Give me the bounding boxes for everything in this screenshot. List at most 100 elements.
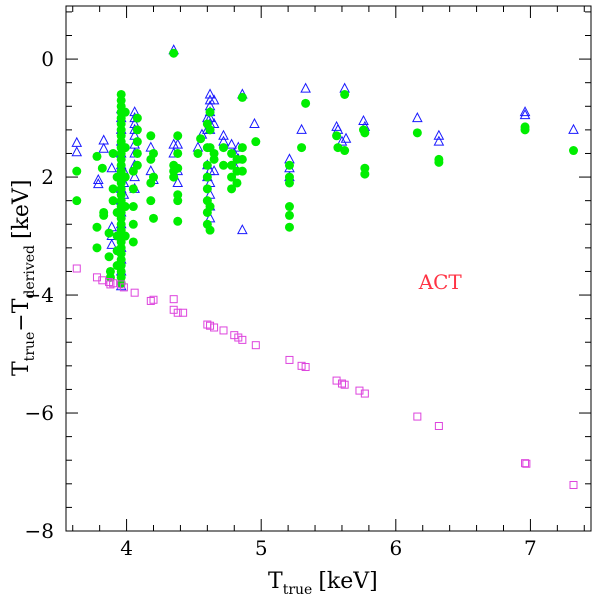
x-axis-title-unit: [keV] — [318, 569, 377, 594]
circle-point — [340, 146, 350, 156]
circle-point — [205, 125, 215, 135]
circle-point — [205, 225, 215, 235]
circle-point — [120, 231, 130, 241]
triangle-point — [226, 138, 237, 149]
square-point — [169, 305, 178, 314]
circle-point — [72, 166, 82, 176]
y-tick-label: −8 — [25, 519, 54, 543]
circle-point — [72, 196, 82, 206]
x-tick-label: 6 — [389, 536, 402, 560]
circle-point — [173, 163, 183, 173]
triangle-point — [412, 112, 423, 123]
triangle-point — [519, 109, 531, 120]
square-point — [413, 412, 422, 421]
triangle-point — [172, 176, 184, 187]
square-point — [522, 459, 531, 468]
y-axis-title-minus: − — [9, 313, 34, 331]
circle-point — [227, 184, 237, 194]
square-point — [360, 389, 369, 398]
y-axis-title-main1: T — [9, 361, 34, 376]
circle-point — [412, 128, 422, 138]
circle-point — [232, 178, 242, 188]
circle-point — [173, 131, 183, 141]
square-point — [146, 296, 155, 305]
circle-point — [108, 184, 118, 194]
circle-point — [219, 160, 228, 170]
square-point — [130, 288, 139, 297]
circle-point — [128, 184, 138, 194]
square-point — [238, 335, 247, 344]
x-axis-title-sub: true — [283, 582, 313, 595]
circle-point — [99, 210, 109, 220]
circle-point — [169, 48, 179, 58]
y-axis-ticks: 0 2 −4 −6 −8 — [25, 11, 591, 543]
square-point — [230, 331, 239, 340]
circle-point — [146, 196, 156, 206]
square-point — [434, 422, 443, 430]
square-point — [169, 295, 178, 304]
square-point — [179, 308, 188, 317]
circle-point — [196, 134, 206, 144]
circle-point — [173, 148, 183, 158]
circle-point — [301, 98, 311, 108]
circle-point — [202, 160, 212, 170]
square-point — [234, 333, 243, 342]
triangle-point — [172, 138, 184, 149]
x-tick-label: 7 — [524, 536, 537, 560]
triangle-point — [218, 129, 229, 140]
triangle-point — [296, 123, 307, 134]
circle-point — [332, 131, 342, 141]
square-point — [117, 280, 126, 289]
square-point — [355, 386, 364, 395]
triangle-point — [358, 114, 369, 126]
circle-point — [128, 237, 138, 247]
circle-point — [333, 143, 343, 153]
circle-point — [173, 216, 183, 226]
circle-point — [120, 107, 130, 117]
triangle-point — [106, 238, 118, 249]
circle-point — [108, 148, 118, 158]
circle-point — [520, 125, 530, 135]
square-point — [119, 283, 128, 292]
triangle-point — [519, 106, 531, 117]
y-tick-label: 2 — [41, 165, 54, 189]
x-axis-ticks: 4 5 6 7 — [72, 6, 585, 560]
triangle-point — [336, 135, 348, 146]
circle-point — [227, 148, 237, 158]
circle-point — [149, 172, 158, 182]
circle-point — [360, 128, 370, 138]
circle-point — [237, 166, 247, 176]
triangle-point — [208, 117, 220, 128]
y-axis-title-unit: [keV] — [9, 180, 34, 239]
circle-point — [360, 169, 370, 179]
y-tick-label: −4 — [25, 283, 54, 307]
circle-point — [120, 143, 130, 153]
circle-point — [209, 154, 219, 164]
circle-point — [120, 172, 130, 182]
square-point — [285, 355, 294, 364]
circle-point — [284, 160, 294, 170]
square-point — [569, 480, 578, 489]
triangle-point — [249, 117, 260, 128]
y-axis-title-sub2: derived — [22, 245, 38, 299]
triangle-point — [300, 82, 311, 93]
square-point — [105, 278, 114, 287]
square-point — [173, 308, 182, 317]
x-tick-label: 5 — [255, 536, 268, 560]
circle-point — [92, 222, 102, 232]
circle-point — [202, 172, 212, 182]
circle-point — [219, 143, 228, 153]
y-axis-title-main2: T — [9, 298, 34, 313]
circle-point — [284, 202, 294, 212]
circle-point — [132, 160, 142, 170]
circle-point — [297, 143, 307, 153]
circle-point — [108, 196, 118, 206]
y-axis-title: Ttrue−Tderived[keV] — [9, 180, 38, 376]
square-point — [332, 376, 341, 385]
circle-point — [169, 172, 179, 182]
circle-point — [132, 137, 142, 147]
circle-point — [128, 202, 138, 212]
square-point — [98, 276, 107, 285]
circle-point — [193, 148, 203, 158]
